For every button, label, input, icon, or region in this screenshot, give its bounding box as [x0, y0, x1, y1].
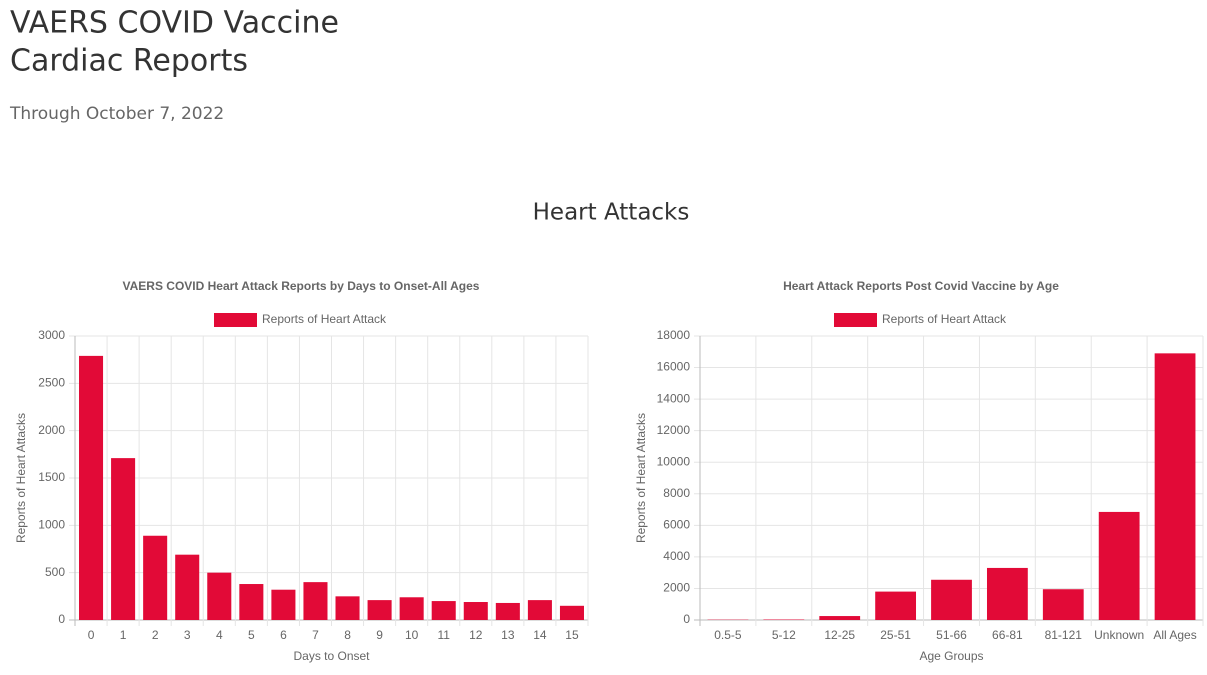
y-tick-label: 8000: [663, 486, 690, 500]
bar: [931, 579, 972, 620]
y-tick-label: 14000: [657, 391, 691, 405]
bar: [335, 596, 360, 620]
y-tick-label: 12000: [657, 423, 691, 437]
legend-label: Reports of Heart Attack: [882, 312, 1007, 326]
y-tick-label: 1000: [38, 518, 65, 532]
legend-swatch: [214, 313, 257, 327]
bar: [986, 567, 1028, 620]
y-tick-label: 2500: [38, 376, 65, 390]
x-tick-label: 8: [344, 628, 351, 642]
x-tick-label: All Ages: [1153, 628, 1196, 642]
y-tick-label: 18000: [657, 328, 691, 342]
x-tick-label: 15: [565, 628, 579, 642]
y-tick-label: 500: [45, 565, 65, 579]
x-tick-label: 13: [501, 628, 515, 642]
bar: [819, 616, 861, 620]
x-tick-label: 12-25: [824, 628, 855, 642]
bar: [143, 535, 168, 620]
chart-title: Heart Attack Reports Post Covid Vaccine …: [783, 279, 1059, 293]
x-tick-label: 7: [312, 628, 319, 642]
x-tick-label: 4: [216, 628, 223, 642]
y-tick-label: 10000: [657, 454, 691, 468]
page-title: Cardiac Reports: [10, 44, 248, 79]
bar: [79, 355, 104, 620]
y-tick-label: 3000: [38, 328, 65, 342]
x-tick-label: 5-12: [772, 628, 796, 642]
x-tick-label: 9: [376, 628, 383, 642]
y-tick-label: 2000: [663, 581, 690, 595]
x-tick-label: 51-66: [936, 628, 967, 642]
bar: [1098, 511, 1140, 620]
y-tick-label: 0: [683, 612, 690, 626]
legend-label: Reports of Heart Attack: [262, 312, 387, 326]
x-tick-label: 0.5-5: [714, 628, 742, 642]
bar: [175, 554, 200, 620]
x-tick-label: 10: [405, 628, 419, 642]
bar: [399, 597, 424, 620]
bar: [527, 600, 552, 620]
bar: [1154, 353, 1196, 620]
x-tick-label: 6: [280, 628, 287, 642]
y-tick-label: 2000: [38, 423, 65, 437]
y-axis-label: Reports of Heart Attacks: [14, 413, 28, 543]
page-subtitle: Through October 7, 2022: [9, 104, 224, 124]
y-axis-label: Reports of Heart Attacks: [634, 413, 648, 543]
x-tick-label: 25-51: [880, 628, 911, 642]
x-tick-label: 11: [437, 628, 450, 642]
bar: [111, 458, 136, 620]
x-tick-label: 66-81: [992, 628, 1023, 642]
bar: [367, 600, 392, 620]
y-tick-label: 6000: [663, 518, 690, 532]
x-tick-label: 2: [152, 628, 159, 642]
bar: [463, 602, 488, 620]
bar: [303, 582, 328, 620]
bar: [207, 572, 232, 620]
bar: [271, 589, 296, 620]
y-tick-label: 16000: [657, 360, 691, 374]
y-tick-label: 4000: [663, 549, 690, 563]
chart-title: VAERS COVID Heart Attack Reports by Days…: [123, 279, 480, 293]
bar: [495, 602, 520, 620]
x-tick-label: 14: [533, 628, 547, 642]
x-axis-label: Age Groups: [919, 649, 983, 663]
x-tick-label: 5: [248, 628, 255, 642]
x-tick-label: 81-121: [1045, 628, 1083, 642]
y-tick-label: 1500: [38, 470, 65, 484]
section-title: Heart Attacks: [533, 200, 690, 226]
bar: [875, 591, 917, 620]
x-axis-label: Days to Onset: [293, 649, 370, 663]
bar: [431, 601, 456, 620]
x-tick-label: 1: [120, 628, 127, 642]
legend-swatch: [834, 313, 877, 327]
x-tick-label: Unknown: [1094, 628, 1144, 642]
x-tick-label: 0: [88, 628, 95, 642]
page-title: VAERS COVID Vaccine: [10, 6, 339, 41]
bar: [1042, 589, 1084, 620]
bar: [239, 584, 264, 620]
bar: [559, 605, 584, 620]
y-tick-label: 0: [58, 612, 65, 626]
x-tick-label: 12: [469, 628, 483, 642]
x-tick-label: 3: [184, 628, 191, 642]
